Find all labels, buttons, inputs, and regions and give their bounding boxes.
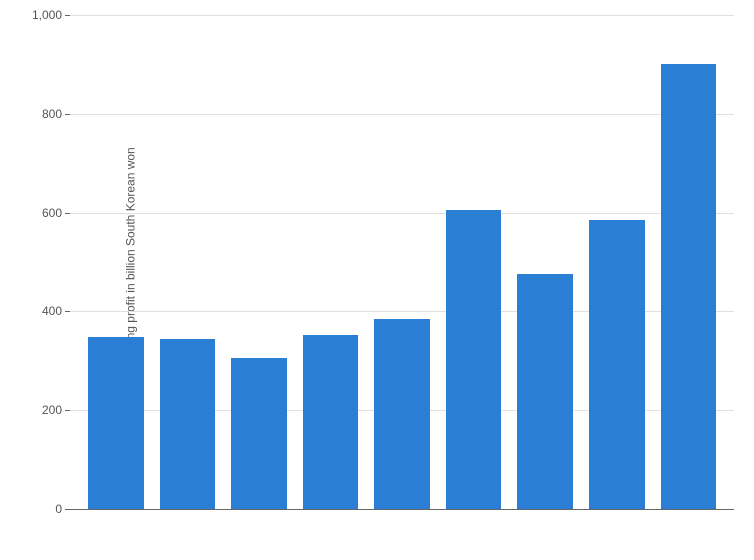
y-tick-label: 200 <box>42 403 62 417</box>
y-tick-mark <box>65 509 70 510</box>
chart-container: Operating profit in billion South Korean… <box>70 15 734 510</box>
bar <box>374 319 430 509</box>
bar <box>231 358 287 509</box>
bar <box>303 335 359 509</box>
bar <box>160 339 216 509</box>
bar <box>661 64 717 509</box>
y-tick-label: 800 <box>42 107 62 121</box>
y-tick-label: 1,000 <box>32 8 62 22</box>
bar <box>446 210 502 509</box>
y-tick-label: 400 <box>42 304 62 318</box>
y-tick-label: 0 <box>55 502 62 516</box>
bar <box>88 337 144 509</box>
bar <box>517 274 573 509</box>
y-tick-label: 600 <box>42 206 62 220</box>
bar <box>589 220 645 509</box>
bars-group <box>70 15 734 509</box>
plot-area: 02004006008001,000 <box>70 15 734 510</box>
